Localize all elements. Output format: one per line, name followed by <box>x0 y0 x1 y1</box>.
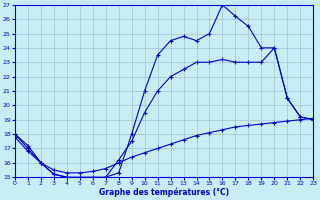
X-axis label: Graphe des températures (°C): Graphe des températures (°C) <box>99 188 229 197</box>
